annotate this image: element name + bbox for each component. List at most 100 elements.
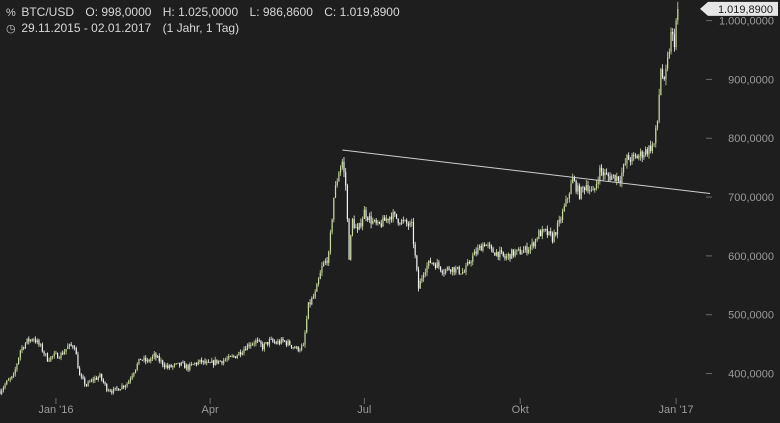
candle-body (128, 380, 130, 384)
candle-body (580, 187, 582, 199)
candle-body (439, 266, 442, 271)
candle-body (233, 355, 235, 357)
candle-body (356, 227, 359, 230)
candle-body (328, 251, 330, 263)
candle-body (18, 357, 20, 364)
candle-body (453, 267, 455, 273)
candle-body (339, 167, 342, 173)
candle-body (363, 209, 365, 220)
candle-body (106, 383, 108, 391)
interval-label[interactable]: (1 Jahr, 1 Tag) (162, 21, 240, 35)
candle-body (129, 378, 132, 381)
candle-body (206, 361, 208, 364)
date-range[interactable]: 29.11.2015 - 02.01.2017 (21, 21, 152, 35)
candle-body (311, 298, 313, 305)
candle-body (451, 267, 454, 272)
high-value: H: 1.025,0000 (162, 5, 239, 19)
candle-body (314, 291, 316, 297)
candle-body (268, 339, 271, 345)
candle-body (441, 270, 443, 273)
candle-body (406, 220, 408, 224)
candle-body (14, 369, 16, 375)
candle-body (384, 217, 386, 221)
candle-body (514, 251, 516, 256)
candle-body (600, 167, 603, 172)
candle-body (73, 347, 76, 349)
candle-body (272, 339, 274, 342)
candle-body (397, 218, 399, 224)
symbol-label[interactable]: BTC/USD (21, 5, 75, 19)
x-tick-label: Apr (202, 404, 219, 416)
candle-body (297, 346, 299, 351)
candle-body (251, 343, 254, 345)
candle-body (1, 390, 3, 394)
candle-body (231, 355, 233, 357)
candle-body (95, 377, 98, 380)
candle-body (317, 279, 320, 285)
candle-body (90, 379, 93, 382)
candle-body (375, 219, 377, 224)
candle-body (246, 344, 248, 351)
candle-body (126, 383, 128, 386)
candle-body (36, 340, 38, 343)
candle-body (253, 343, 255, 345)
ohlc-header: % BTC/USD O: 998,0000 H: 1.025,0000 L: 9… (6, 5, 400, 19)
candle-body (236, 355, 238, 359)
candle-body (470, 261, 472, 264)
percent-icon: % (6, 7, 16, 19)
candle-body (485, 244, 487, 246)
candle-body (63, 351, 65, 355)
candle-body (648, 145, 650, 155)
candle-body (367, 217, 369, 221)
candle-body (301, 345, 303, 350)
candle-body (62, 353, 64, 355)
candle-body (553, 232, 555, 242)
candle-body (341, 161, 343, 168)
candle-body (517, 249, 520, 250)
candle-body (184, 362, 186, 369)
candle-body (223, 360, 225, 364)
y-tick-label: 600,0000 (728, 251, 774, 263)
candle-body (192, 363, 194, 365)
candle-body (673, 34, 676, 48)
y-tick-label: 400,0000 (728, 369, 774, 381)
candle-body (607, 174, 609, 177)
candle-body (416, 255, 418, 270)
candle-body (528, 249, 530, 253)
candle-body (434, 264, 437, 269)
candle-body (9, 378, 11, 380)
candle-body (499, 250, 501, 258)
candle-body (423, 274, 425, 279)
candle-body (585, 185, 587, 191)
candle-body (636, 156, 638, 159)
candle-body (667, 57, 669, 69)
candle-body (446, 267, 448, 270)
y-tick-label: 700,0000 (728, 192, 774, 204)
candle-body (190, 363, 193, 365)
candle-body (629, 159, 631, 162)
candle-body (531, 242, 533, 247)
candle-body (168, 365, 171, 368)
candle-body (202, 360, 204, 363)
candle-body (614, 174, 616, 181)
candle-body (185, 365, 187, 369)
candle-body (111, 391, 113, 393)
candle-body (402, 220, 404, 221)
candle-body (634, 155, 637, 157)
candle-body (675, 20, 677, 48)
trendline (342, 149, 711, 195)
candle-body (394, 212, 396, 214)
candle-body (146, 359, 149, 362)
candle-body (460, 273, 462, 275)
candle-body (267, 342, 269, 345)
open-value: O: 998,0000 (85, 5, 152, 19)
candle-body (438, 262, 440, 267)
candle-body (209, 362, 211, 364)
candle-body (141, 359, 143, 361)
candle-body (82, 376, 84, 379)
candle-body (436, 262, 438, 269)
candle-body (643, 154, 645, 158)
candle-body (428, 260, 430, 266)
candle-body (500, 250, 503, 252)
